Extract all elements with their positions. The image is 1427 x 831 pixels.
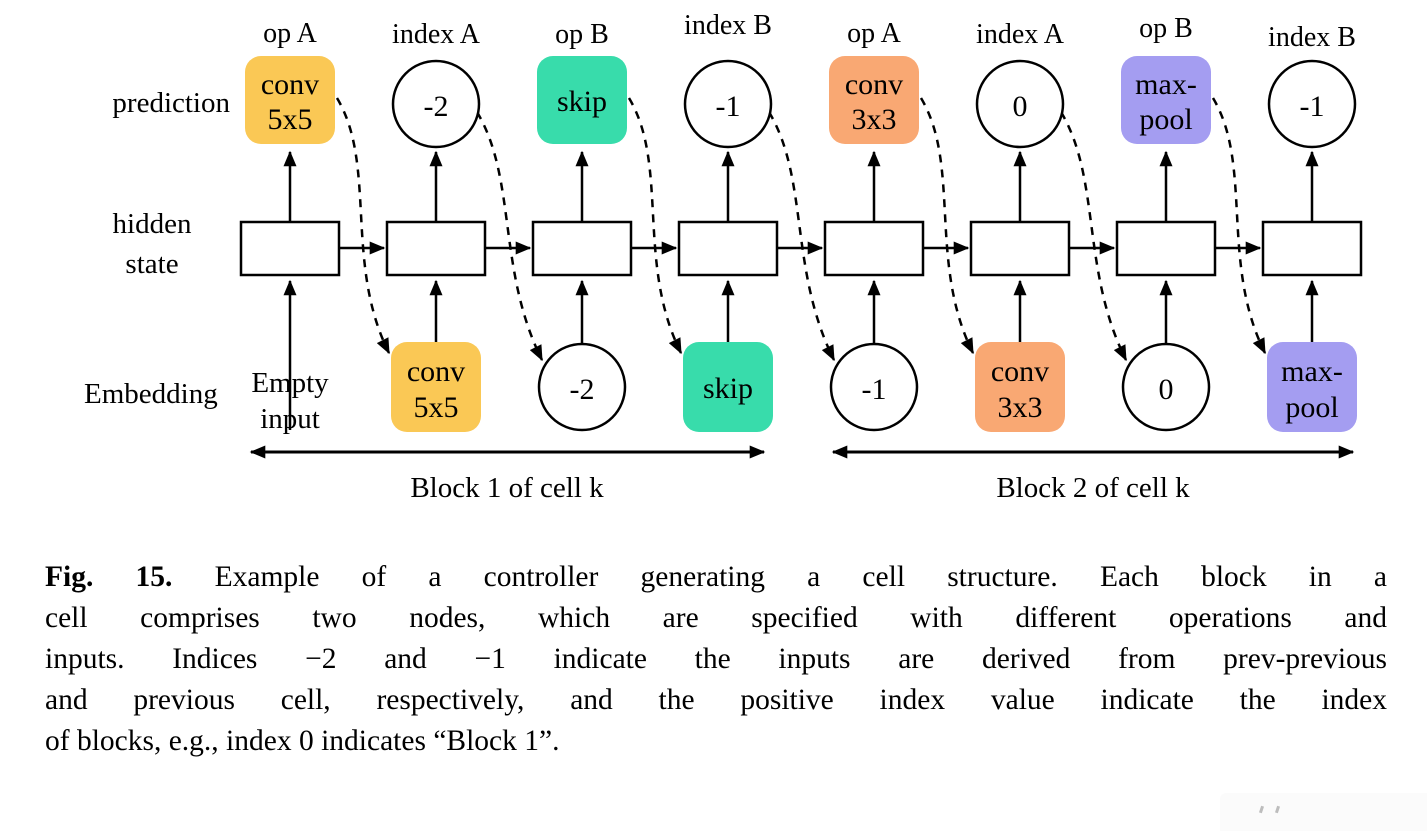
top-node-index-minus1-a-value: -1 bbox=[716, 90, 741, 123]
top-node-skip-label: skip bbox=[557, 85, 607, 118]
hidden-state-box-7 bbox=[1115, 220, 1217, 277]
bottom-node-maxpool-line1: max- bbox=[1281, 355, 1343, 388]
block1-label: Block 1 of cell k bbox=[410, 472, 604, 504]
bottom-node-index-minus2: -2 bbox=[537, 342, 627, 432]
figure-caption: Fig. 15. Example of a controller generat… bbox=[45, 557, 1387, 762]
row-label-hidden: hidden bbox=[113, 208, 192, 240]
hidden-state-box-5 bbox=[823, 220, 925, 277]
bottom-node-conv3x3-line1: conv bbox=[991, 355, 1049, 388]
top-node-maxpool-line2: pool bbox=[1139, 103, 1192, 136]
top-node-index-0: 0 bbox=[975, 59, 1065, 149]
bottom-node-index-minus2-value: -2 bbox=[570, 373, 595, 406]
bottom-node-index-0: 0 bbox=[1121, 342, 1211, 432]
bottom-node-conv5x5: conv 5x5 bbox=[391, 342, 481, 432]
bottom-node-index-minus1: -1 bbox=[829, 342, 919, 432]
hidden-state-box-4 bbox=[677, 220, 779, 277]
bottom-node-conv3x3: conv 3x3 bbox=[975, 342, 1065, 432]
dashed-arrow-4 bbox=[767, 111, 836, 362]
top-label-op-a-2: op A bbox=[847, 18, 901, 49]
caption-line-4-text: and previous cell, respectively, and the… bbox=[45, 684, 1387, 716]
corner-artifact-mark-2 bbox=[1274, 805, 1281, 814]
bottom-node-empty-input: Empty input bbox=[251, 367, 329, 435]
dashed-arrow-7 bbox=[1211, 97, 1267, 355]
top-node-index-minus1-b-value: -1 bbox=[1300, 90, 1325, 123]
bottom-node-conv5x5-line1: conv bbox=[407, 355, 465, 388]
dashed-arrow-6 bbox=[1059, 111, 1128, 362]
top-node-conv5x5: conv 5x5 bbox=[245, 56, 335, 144]
top-node-maxpool: max- pool bbox=[1121, 56, 1211, 144]
block2-label: Block 2 of cell k bbox=[996, 472, 1190, 504]
row-label-embedding: Embedding bbox=[84, 378, 218, 410]
top-node-index-0-value: 0 bbox=[1013, 90, 1028, 123]
bottom-node-conv5x5-line2: 5x5 bbox=[414, 391, 459, 424]
caption-line-3-text: inputs. Indices −2 and −1 indicate the i… bbox=[45, 643, 1387, 675]
caption-line-4: and previous cell, respectively, and the… bbox=[45, 680, 1387, 721]
caption-line-1: Fig. 15. Example of a controller generat… bbox=[45, 557, 1387, 598]
bottom-node-maxpool: max- pool bbox=[1267, 342, 1357, 432]
bottom-node-maxpool-line2: pool bbox=[1285, 391, 1338, 424]
hidden-state-box-3 bbox=[531, 220, 633, 277]
bottom-node-index-0-value: 0 bbox=[1159, 373, 1174, 406]
caption-line-2: cell comprises two nodes, which are spec… bbox=[45, 598, 1387, 639]
top-node-maxpool-line1: max- bbox=[1135, 68, 1197, 101]
bottom-node-index-minus1-value: -1 bbox=[862, 373, 887, 406]
top-label-index-a-2: index A bbox=[976, 19, 1065, 50]
hidden-state-box-6 bbox=[969, 220, 1071, 277]
top-node-conv3x3: conv 3x3 bbox=[829, 56, 919, 144]
hidden-state-box-2 bbox=[385, 220, 487, 277]
top-node-conv3x3-line2: 3x3 bbox=[852, 103, 897, 136]
row-label-state: state bbox=[125, 248, 178, 280]
bottom-node-conv3x3-line2: 3x3 bbox=[998, 391, 1043, 424]
hidden-state-box-8 bbox=[1261, 220, 1363, 277]
top-label-op-a-1: op A bbox=[263, 18, 317, 49]
bottom-node-skip-label: skip bbox=[703, 372, 753, 405]
top-node-index-minus1-b: -1 bbox=[1267, 59, 1357, 149]
caption-line-2-text: cell comprises two nodes, which are spec… bbox=[45, 602, 1387, 634]
top-node-conv5x5-line1: conv bbox=[261, 68, 319, 101]
dashed-arrow-2 bbox=[475, 111, 544, 362]
corner-overlay-partial bbox=[1220, 793, 1427, 831]
top-node-conv5x5-line2: 5x5 bbox=[268, 103, 313, 136]
dashed-arrow-5 bbox=[919, 97, 975, 355]
figure-number: Fig. 15. bbox=[45, 561, 173, 593]
top-node-index-minus2-value: -2 bbox=[424, 90, 449, 123]
caption-line-1-text: Example of a controller generating a cel… bbox=[214, 561, 1388, 593]
dashed-arrow-1 bbox=[335, 97, 391, 355]
empty-input-line2: input bbox=[260, 403, 320, 435]
row-label-prediction: prediction bbox=[112, 87, 230, 119]
top-label-index-b-1: index B bbox=[684, 10, 772, 41]
top-label-index-b-2: index B bbox=[1268, 22, 1356, 53]
hidden-state-box-1 bbox=[239, 220, 341, 277]
bottom-node-skip: skip bbox=[683, 342, 773, 432]
top-node-index-minus2: -2 bbox=[391, 59, 481, 149]
top-node-skip: skip bbox=[537, 56, 627, 144]
top-node-conv3x3-line1: conv bbox=[845, 68, 903, 101]
top-label-op-b-1: op B bbox=[555, 19, 609, 50]
corner-artifact-mark-1 bbox=[1258, 805, 1265, 814]
caption-line-3: inputs. Indices −2 and −1 indicate the i… bbox=[45, 639, 1387, 680]
dashed-arrow-3 bbox=[627, 97, 683, 355]
cell-structure-diagram: prediction hidden state Embedding op A i… bbox=[84, 10, 1363, 504]
top-label-index-a-1: index A bbox=[392, 19, 481, 50]
empty-input-line1: Empty bbox=[251, 367, 329, 399]
caption-line-5-text: of blocks, e.g., index 0 indicates “Bloc… bbox=[45, 725, 560, 757]
top-label-op-b-2: op B bbox=[1139, 13, 1193, 44]
caption-line-5: of blocks, e.g., index 0 indicates “Bloc… bbox=[45, 721, 1387, 762]
top-node-index-minus1-a: -1 bbox=[683, 59, 773, 149]
